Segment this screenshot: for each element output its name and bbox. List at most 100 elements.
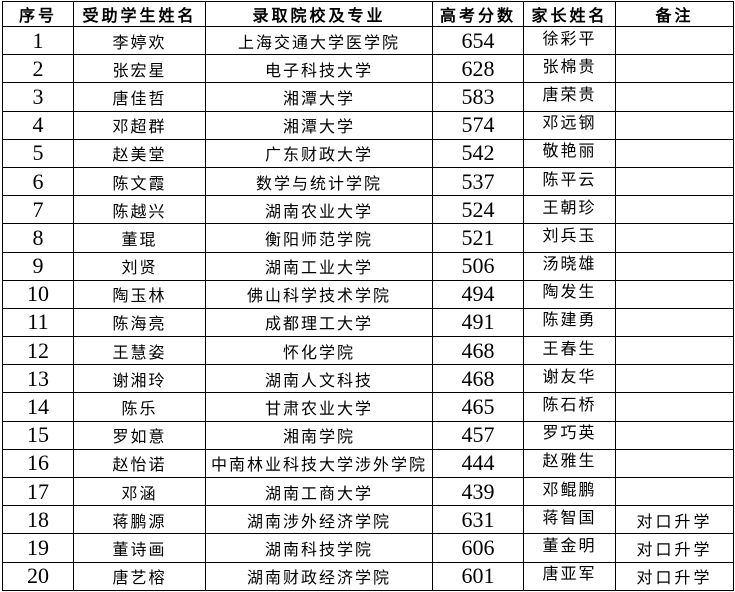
remark-cell [615, 54, 734, 84]
student-name-cell: 陈文霞 [73, 166, 206, 197]
remark-cell [615, 251, 734, 281]
parent-name-text: 董金明 [542, 537, 597, 555]
table-row: 9 刘贤 湖南工业大学 506 汤晓雄 [2, 251, 734, 281]
table-row: 4 邓超群 湘潭大学 574 邓远钢 [2, 110, 734, 140]
index-cell: 1 [2, 25, 74, 56]
student-name-cell: 唐艺榕 [73, 561, 206, 592]
student-name-cell: 陈越兴 [73, 195, 206, 225]
parent-name-cell: 王春生 [523, 336, 616, 366]
parent-name-text: 汤晓雄 [542, 256, 597, 274]
score-cell: 574 [432, 110, 524, 140]
score-cell: 601 [432, 561, 524, 592]
student-name-cell: 董琨 [73, 223, 206, 253]
table-row: 8 董琨 衡阳师范学院 521 刘兵玉 [2, 223, 734, 253]
score-cell: 468 [432, 364, 524, 394]
school-cell: 湖南科技学院 [205, 533, 433, 563]
header-remark: 备注 [615, 1, 734, 27]
index-cell: 13 [2, 364, 74, 394]
student-name-cell: 唐佳哲 [73, 82, 206, 112]
header-student-name: 受助学生姓名 [73, 1, 206, 27]
table-row: 20 唐艺榕 湖南财政经济学院 601 唐亚军 对口升学 [2, 561, 734, 592]
parent-name-cell: 陶发生 [523, 279, 616, 309]
parent-name-cell: 唐荣贵 [523, 82, 616, 112]
school-cell: 成都理工大学 [205, 307, 433, 338]
parent-name-cell: 邓远钢 [523, 110, 616, 140]
score-cell: 491 [432, 307, 524, 338]
parent-name-cell: 陈建勇 [523, 307, 616, 338]
index-cell: 19 [2, 533, 74, 563]
index-cell: 20 [2, 561, 74, 592]
remark-cell [615, 392, 734, 422]
index-cell: 8 [2, 223, 74, 253]
student-name-cell: 张宏星 [73, 54, 206, 84]
parent-name-text: 罗巧英 [542, 425, 597, 443]
school-cell: 湖南人文科技 [205, 364, 433, 394]
student-name-cell: 刘贤 [73, 251, 206, 281]
student-name-cell: 李婷欢 [73, 25, 206, 56]
index-cell: 16 [2, 448, 74, 479]
parent-name-cell: 张棉贵 [523, 54, 616, 84]
index-cell: 3 [2, 82, 74, 112]
score-cell: 439 [432, 476, 524, 507]
table-row: 16 赵怡诺 中南林业科技大学涉外学院 444 赵雅生 [2, 448, 734, 479]
remark-cell: 对口升学 [615, 533, 734, 563]
parent-name-text: 陈石桥 [542, 397, 597, 415]
table-row: 6 陈文霞 数学与统计学院 537 陈平云 [2, 166, 734, 197]
student-name-cell: 陈海亮 [73, 307, 206, 338]
parent-name-text: 邓鲲鹏 [542, 481, 597, 499]
school-cell: 湖南财政经济学院 [205, 561, 433, 592]
index-cell: 7 [2, 195, 74, 225]
student-name-cell: 赵怡诺 [73, 448, 206, 479]
parent-name-text: 敬艳丽 [542, 143, 597, 161]
parent-name-text: 邓远钢 [542, 115, 597, 133]
parent-name-cell: 陈石桥 [523, 392, 616, 422]
student-name-cell: 邓超群 [73, 110, 206, 140]
parent-name-cell: 徐彩平 [523, 25, 616, 56]
table-row: 7 陈越兴 湖南农业大学 524 王朝珍 [2, 195, 734, 225]
parent-name-text: 陶发生 [542, 284, 597, 302]
remark-cell [615, 336, 734, 366]
parent-name-text: 谢友华 [542, 368, 597, 386]
parent-name-cell: 刘兵玉 [523, 223, 616, 253]
remark-cell: 对口升学 [615, 505, 734, 535]
parent-name-text: 唐荣贵 [542, 86, 597, 104]
parent-name-text: 唐亚军 [542, 566, 597, 584]
school-cell: 湘潭大学 [205, 110, 433, 140]
parent-name-cell: 王朝珍 [523, 195, 616, 225]
score-cell: 583 [432, 82, 524, 112]
school-cell: 湖南工商大学 [205, 476, 433, 507]
parent-name-cell: 蒋智国 [523, 505, 616, 535]
index-cell: 18 [2, 505, 74, 535]
school-cell: 怀化学院 [205, 336, 433, 366]
index-cell: 4 [2, 110, 74, 140]
index-cell: 12 [2, 336, 74, 366]
school-cell: 湘潭大学 [205, 82, 433, 112]
score-cell: 444 [432, 448, 524, 479]
remark-text: 对口升学 [636, 570, 713, 588]
school-cell: 广东财政大学 [205, 138, 433, 168]
student-name-cell: 蒋鹏源 [73, 505, 206, 535]
remark-cell [615, 420, 734, 450]
school-cell: 数学与统计学院 [205, 166, 433, 197]
table-row: 19 董诗画 湖南科技学院 606 董金明 对口升学 [2, 533, 734, 563]
table-row: 11 陈海亮 成都理工大学 491 陈建勇 [2, 307, 734, 338]
index-cell: 2 [2, 54, 74, 84]
score-cell: 537 [432, 166, 524, 197]
remark-cell [615, 448, 734, 479]
remark-cell [615, 476, 734, 507]
table-row: 18 蒋鹏源 湖南涉外经济学院 631 蒋智国 对口升学 [2, 505, 734, 535]
table-row: 17 邓涵 湖南工商大学 439 邓鲲鹏 [2, 476, 734, 507]
table-row: 12 王慧姿 怀化学院 468 王春生 [2, 336, 734, 366]
score-cell: 524 [432, 195, 524, 225]
remark-cell [615, 223, 734, 253]
student-name-cell: 王慧姿 [73, 336, 206, 366]
table-row: 3 唐佳哲 湘潭大学 583 唐荣贵 [2, 82, 734, 112]
remark-cell [615, 82, 734, 112]
student-name-cell: 陶玉林 [73, 279, 206, 309]
index-cell: 5 [2, 138, 74, 168]
remark-cell [615, 195, 734, 225]
index-cell: 14 [2, 392, 74, 422]
score-cell: 521 [432, 223, 524, 253]
school-cell: 湖南农业大学 [205, 195, 433, 225]
